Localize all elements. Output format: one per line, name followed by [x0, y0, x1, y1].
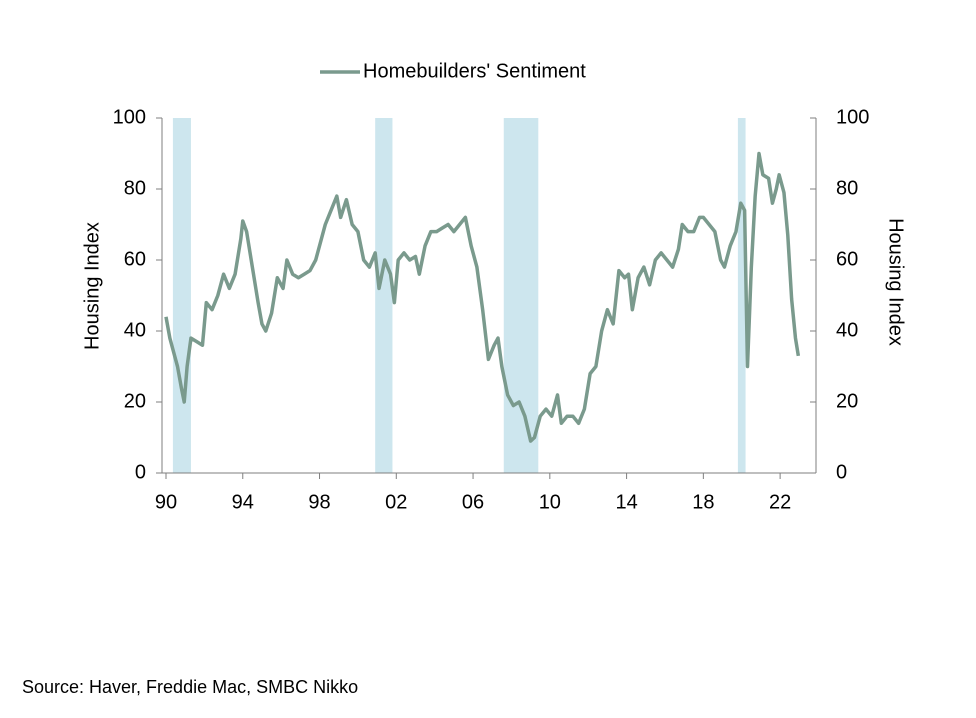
x-tick-label: 90 [155, 491, 177, 513]
x-tick-label: 14 [615, 491, 637, 513]
y-tick-label: 0 [135, 461, 146, 483]
y2-tick-label: 100 [836, 106, 869, 128]
y2-tick-label: 60 [836, 248, 858, 270]
x-tick-label: 18 [692, 491, 714, 513]
legend-label: Homebuilders' Sentiment [363, 60, 586, 82]
recession-band [503, 118, 539, 473]
x-tick-label: 06 [462, 491, 484, 513]
x-tick-label: 22 [769, 491, 791, 513]
y-tick-label: 40 [124, 319, 146, 341]
y2-tick-label: 40 [836, 319, 858, 341]
y2-tick-label: 0 [836, 461, 847, 483]
y2-tick-label: 20 [836, 390, 858, 412]
x-tick-label: 98 [308, 491, 330, 513]
recession-band [375, 118, 393, 473]
y-tick-label: 20 [124, 390, 146, 412]
y-tick-label: 80 [124, 177, 146, 199]
y2-tick-label: 80 [836, 177, 858, 199]
y-tick-label: 60 [124, 248, 146, 270]
x-tick-label: 94 [232, 491, 254, 513]
data-line [164, 151, 801, 443]
y-tick-label: 100 [113, 106, 146, 128]
y2-axis-label: Housing Index [885, 218, 907, 346]
recession-band [172, 118, 191, 473]
y-axis-label: Housing Index [81, 222, 103, 350]
recession-band [737, 118, 746, 473]
source-note: Source: Haver, Freddie Mac, SMBC Nikko [22, 677, 358, 697]
x-tick-label: 02 [385, 491, 407, 513]
x-tick-label: 10 [539, 491, 561, 513]
